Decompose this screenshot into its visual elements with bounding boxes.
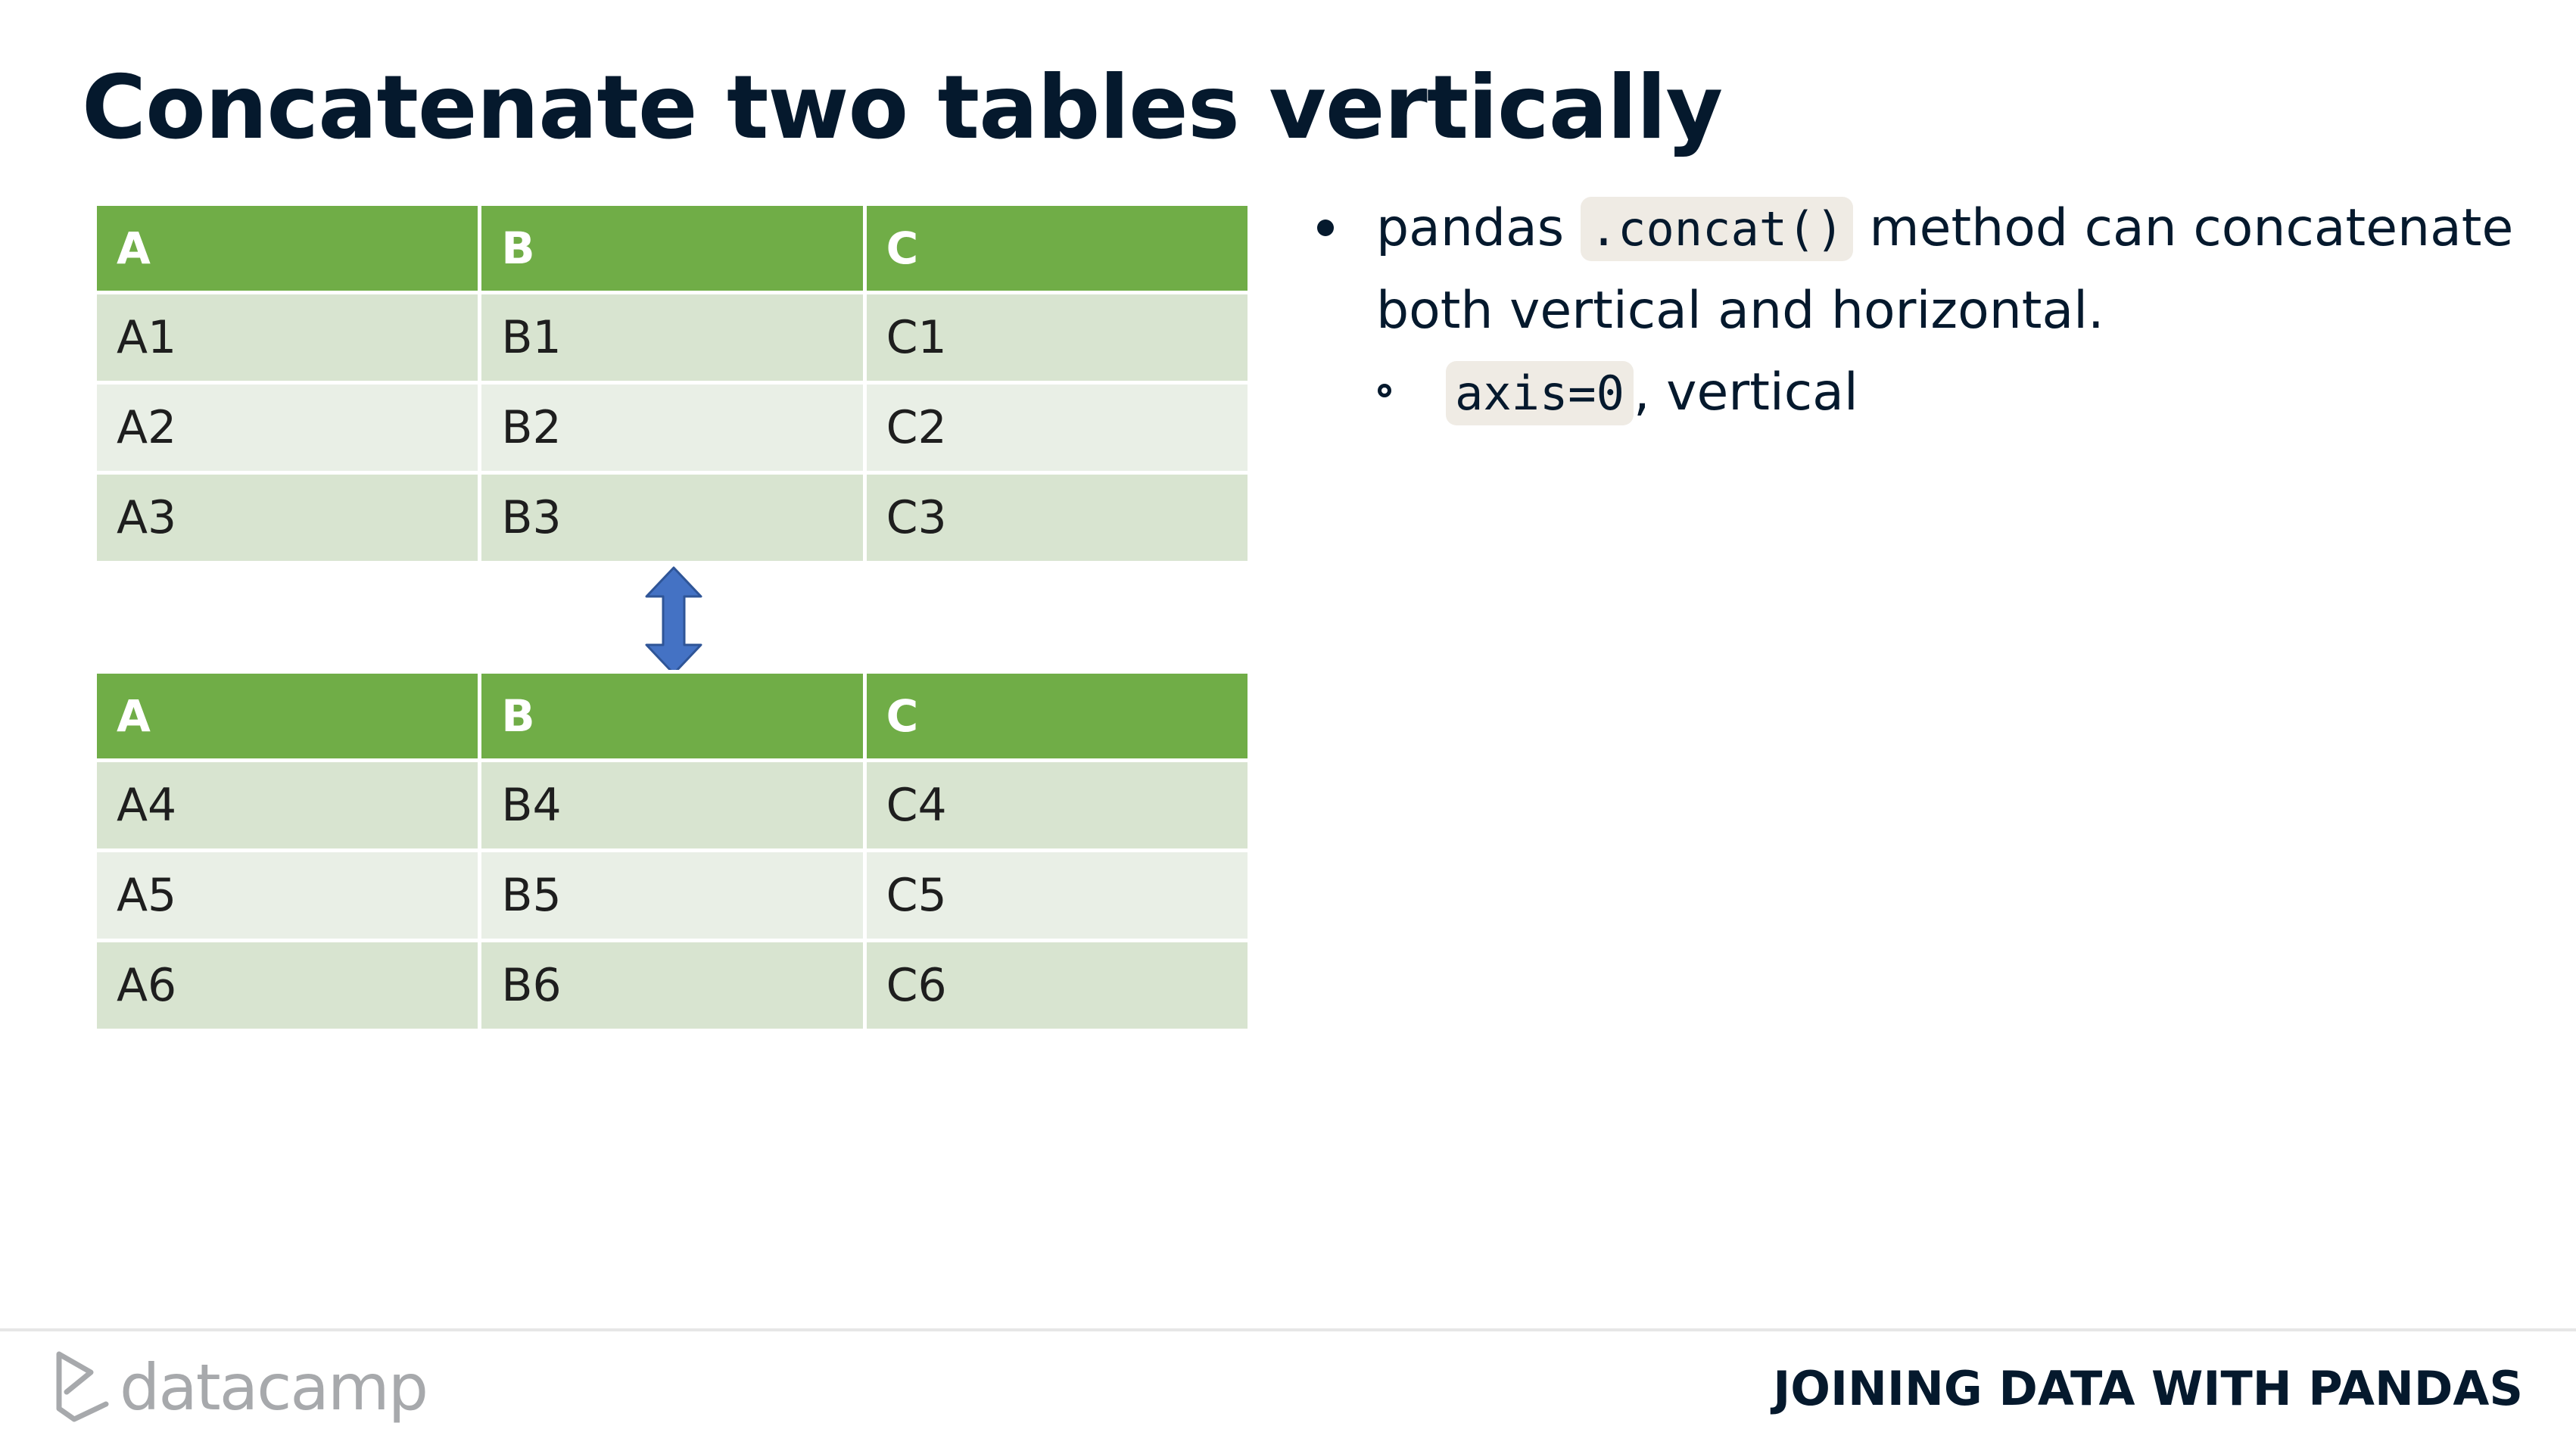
sub-bullet-item-axis: axis=0, vertical — [1317, 352, 2543, 434]
table-cell: B6 — [478, 939, 867, 1032]
table-cell: C5 — [862, 848, 1252, 942]
slide-title: Concatenate two tables vertically — [82, 57, 1723, 159]
table-top: A B C A1 B1 C1 A2 B2 C2 A3 B3 C3 — [92, 202, 1252, 565]
header-cell-b: B — [478, 202, 867, 294]
datacamp-logo-icon — [56, 1351, 109, 1422]
table-cell: B2 — [478, 381, 867, 475]
table-row: A1 B1 C1 — [92, 291, 1252, 385]
table-row: A2 B2 C2 — [92, 381, 1252, 475]
header-cell-a: A — [92, 670, 482, 762]
table-row: A5 B5 C5 — [92, 848, 1252, 942]
footer-divider — [0, 1328, 2576, 1331]
header-cell-c: C — [862, 670, 1252, 762]
table-cell: C1 — [862, 291, 1252, 385]
table-cell: C2 — [862, 381, 1252, 475]
table-cell: B1 — [478, 291, 867, 385]
vertical-double-arrow-icon — [645, 566, 702, 675]
table-row: A4 B4 C4 — [92, 758, 1252, 852]
table-cell: A6 — [92, 939, 482, 1032]
bullet-item-concat: pandas .concat() method can concatenate … — [1317, 188, 2543, 352]
bullet-prefix: pandas — [1376, 198, 1565, 258]
logo-text: datacamp — [120, 1350, 428, 1425]
table-cell: A5 — [92, 848, 482, 942]
table-cell: C4 — [862, 758, 1252, 852]
code-axis: axis=0 — [1446, 361, 1634, 425]
bullet-suffix: method can concatenate both vertical and… — [1376, 198, 2514, 341]
table-cell: A3 — [92, 471, 482, 565]
code-concat: .concat() — [1580, 197, 1853, 261]
table-cell: B4 — [478, 758, 867, 852]
course-title: JOINING DATA WITH PANDAS — [1773, 1361, 2523, 1416]
table-cell: A2 — [92, 381, 482, 475]
table-cell: C6 — [862, 939, 1252, 1032]
table-cell: A1 — [92, 291, 482, 385]
table-cell: B5 — [478, 848, 867, 942]
table-header-row: A B C — [92, 202, 1252, 294]
table-row: A6 B6 C6 — [92, 939, 1252, 1032]
datacamp-logo: datacamp — [51, 1346, 428, 1429]
table-cell: B3 — [478, 471, 867, 565]
header-cell-c: C — [862, 202, 1252, 294]
table-header-row: A B C — [92, 670, 1252, 762]
header-cell-a: A — [92, 202, 482, 294]
table-cell: A4 — [92, 758, 482, 852]
table-bottom: A B C A4 B4 C4 A5 B5 C5 A6 B6 C6 — [92, 670, 1252, 1032]
table-row: A3 B3 C3 — [92, 471, 1252, 565]
sub-bullet-suffix: , vertical — [1633, 363, 1858, 422]
table-cell: C3 — [862, 471, 1252, 565]
bullet-dot-icon — [1317, 220, 1334, 236]
bullet-list: pandas .concat() method can concatenate … — [1317, 188, 2543, 434]
sub-bullet-circle-icon — [1378, 384, 1391, 397]
header-cell-b: B — [478, 670, 867, 762]
